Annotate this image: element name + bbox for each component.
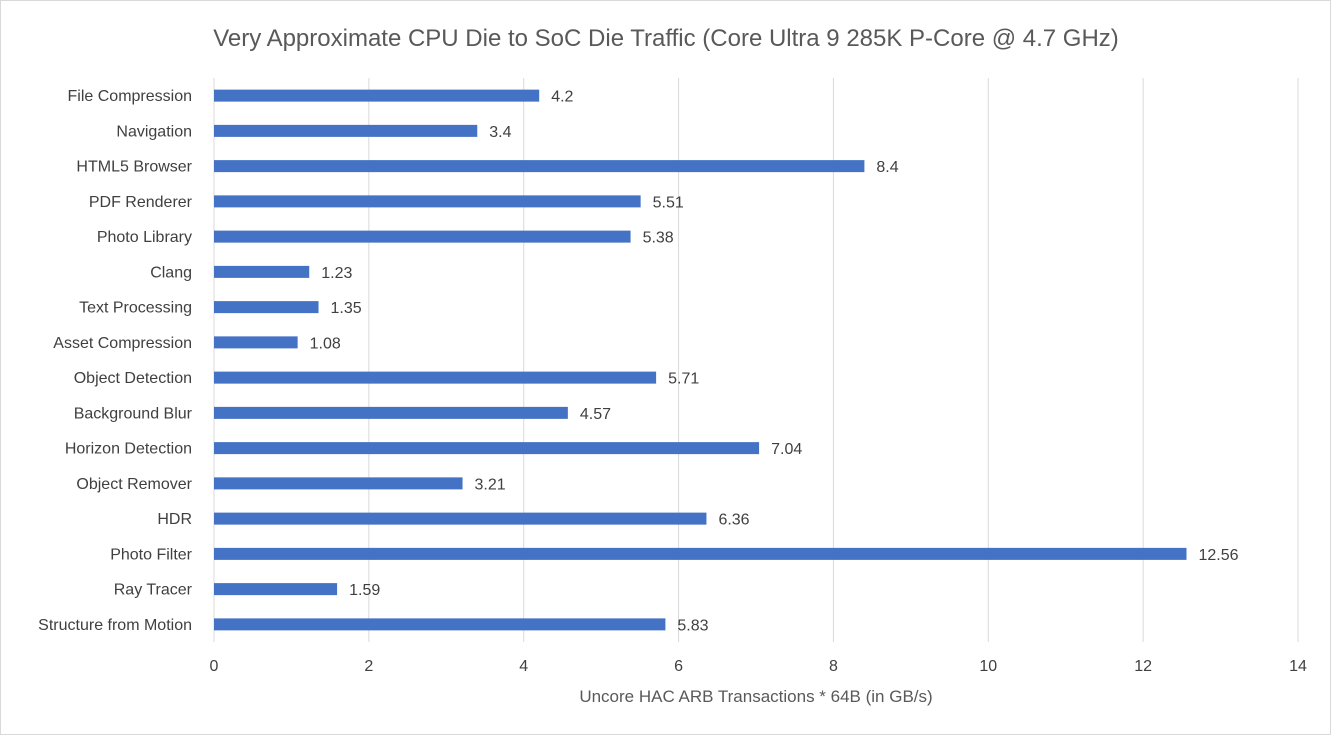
data-label: 4.2 [551,89,573,106]
y-category-label: HTML5 Browser [76,159,192,176]
x-tick-label: 0 [210,658,219,675]
y-category-label: Background Blur [74,405,193,422]
bar [214,265,310,278]
y-category-label: HDR [157,511,192,528]
bar [214,477,463,490]
data-label: 7.04 [771,441,802,458]
bars: File Compression 4.2 Navigation 3.4 HTML5 Br… [38,88,1238,634]
y-category-label: Photo Filter [110,546,192,563]
y-category-label: Object Remover [76,476,192,493]
bar [214,124,478,137]
y-category-label: Clang [150,264,192,281]
x-axis-title: Uncore HAC ARB Transactions * 64B (in GB… [579,687,932,706]
bar [214,230,631,243]
bar [214,195,641,208]
bar [214,160,865,173]
x-tick-label: 10 [979,658,997,675]
data-label: 6.36 [718,512,749,529]
data-label: 3.4 [489,124,511,141]
bar [214,583,338,596]
data-label: 5.71 [668,371,699,388]
y-category-label: Structure from Motion [38,617,192,634]
bar [214,512,707,525]
y-category-label: Photo Library [97,229,192,246]
data-label: 12.56 [1199,547,1239,564]
y-category-label: Navigation [116,123,192,140]
data-label: 1.35 [331,300,362,317]
y-category-label: Asset Compression [53,335,192,352]
y-category-label: Horizon Detection [65,441,192,458]
data-label: 1.08 [310,335,341,352]
data-label: 1.59 [349,582,380,599]
y-category-label: Ray Tracer [114,582,193,599]
x-tick-label: 6 [674,658,683,675]
y-category-label: Object Detection [74,370,192,387]
x-tick-labels: 0 2 4 6 8 10 12 14 [210,658,1307,675]
bar [214,89,540,102]
bar [214,442,760,455]
x-tick-label: 12 [1134,658,1152,675]
data-label: 3.21 [475,476,506,493]
data-label: 5.51 [653,194,684,211]
bar [214,336,298,349]
data-label: 5.83 [677,617,708,634]
data-label: 1.23 [321,265,352,282]
x-tick-label: 14 [1289,658,1307,675]
x-tick-label: 8 [829,658,838,675]
y-category-label: Text Processing [79,300,192,317]
bar [214,301,319,314]
data-label: 8.4 [876,159,898,176]
bar [214,618,666,631]
data-label: 5.38 [643,230,674,247]
x-tick-label: 2 [364,658,373,675]
bar [214,406,568,419]
x-tick-label: 4 [519,658,528,675]
y-category-label: File Compression [68,88,192,105]
bar [214,371,657,384]
y-category-label: PDF Renderer [89,194,193,211]
bar [214,547,1187,560]
data-label: 4.57 [580,406,611,423]
chart-title: Very Approximate CPU Die to SoC Die Traf… [213,25,1119,52]
